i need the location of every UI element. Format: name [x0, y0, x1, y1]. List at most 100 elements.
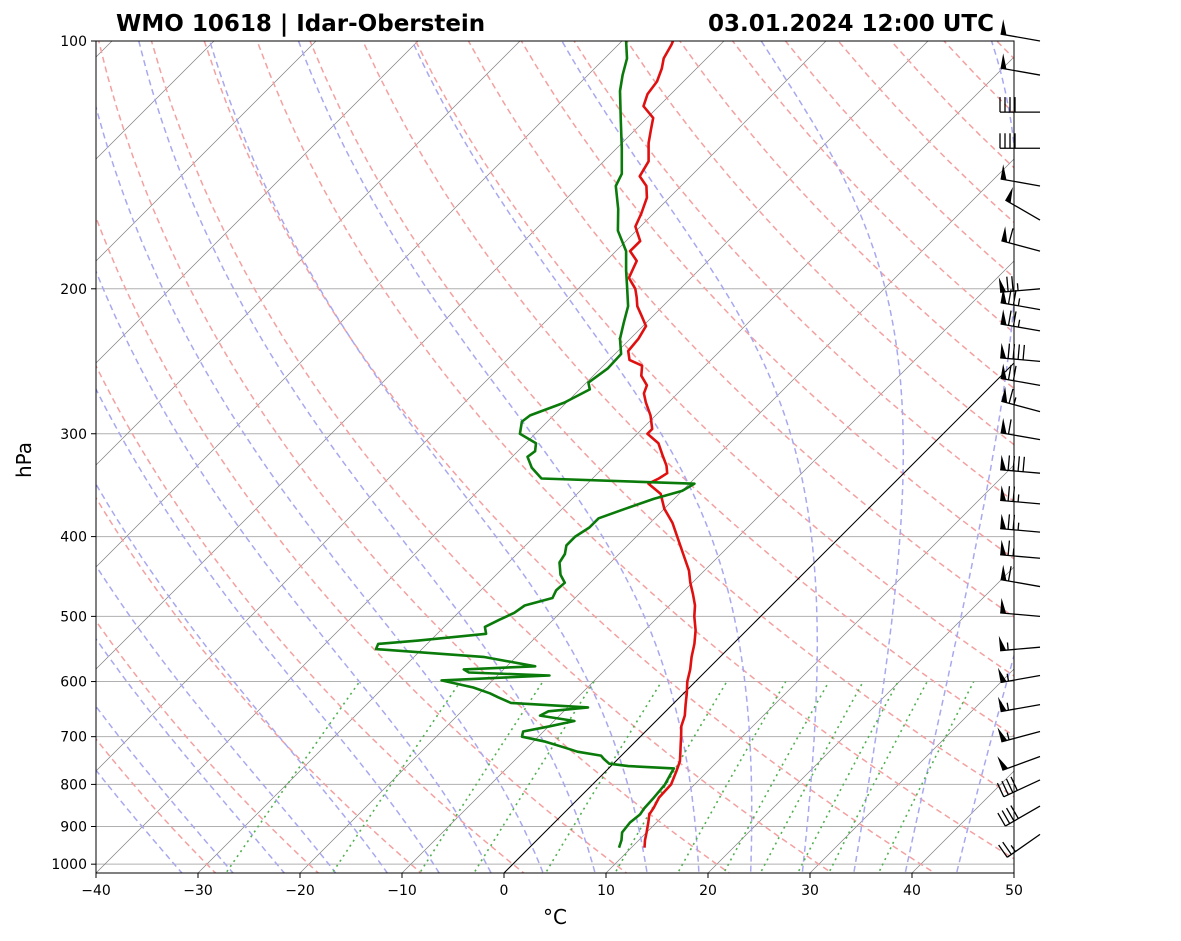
wind-barb [1000, 164, 1041, 187]
wind-barb [997, 727, 1041, 743]
y-tick-label: 400 [60, 530, 87, 546]
y-axis-label: hPa [12, 442, 36, 478]
wind-barb [1000, 309, 1041, 332]
x-tick-label: −20 [285, 883, 315, 899]
wind-barb [1000, 485, 1041, 505]
wind-barb [1000, 342, 1041, 362]
x-tick-label: −40 [81, 883, 111, 899]
moist-adiabat [96, 269, 492, 873]
temperature-trace [626, 41, 697, 848]
moist-adiabat [96, 387, 440, 873]
y-tick-label: 300 [60, 427, 87, 443]
moist-adiabat [96, 482, 389, 873]
chart-title-datetime: 03.01.2024 12:00 UTC [708, 11, 994, 37]
moist-adiabat [297, 41, 700, 873]
wind-barbs [996, 19, 1041, 858]
wind-barb [1001, 386, 1041, 413]
isotherm [96, 41, 623, 568]
y-tick-label: 700 [60, 730, 87, 746]
wind-barb [998, 635, 1041, 652]
moist-adiabat [904, 41, 1014, 873]
isotherm [96, 41, 317, 262]
wind-barb [1000, 53, 1041, 76]
mixing-ratio-line [544, 681, 663, 873]
isotherm [96, 41, 725, 670]
dewpoint-trace [374, 41, 696, 849]
moist-adiabat [96, 104, 544, 873]
zero-isotherm [503, 362, 1014, 873]
moist-adiabat [411, 41, 753, 873]
wind-barb [999, 97, 1040, 113]
x-tick-label: 0 [500, 883, 509, 899]
wind-barb [996, 776, 1041, 798]
wind-barb [997, 755, 1041, 771]
isotherm [299, 158, 1014, 873]
dry-adiabat [414, 41, 1014, 677]
mixing-ratio-line [759, 681, 864, 873]
mixing-ratio-line [722, 681, 830, 873]
mixing-ratio-line [418, 681, 544, 873]
wind-barb [1000, 363, 1041, 386]
dry-adiabat [626, 41, 1014, 446]
mixing-ratio-line [331, 681, 461, 873]
wind-barb [998, 276, 1041, 293]
wind-barb [1000, 513, 1041, 533]
isotherm [96, 41, 827, 772]
y-tick-label: 900 [60, 820, 87, 836]
x-tick-label: 10 [597, 883, 615, 899]
wind-barb [1000, 564, 1041, 588]
moist-adiabat [760, 41, 905, 873]
wind-barb [998, 667, 1041, 684]
dry-adiabat [520, 41, 1014, 560]
dry-adiabat [256, 41, 1014, 860]
plot-lines [96, 41, 1014, 873]
axis-ticks: −40 −30 −20 −10 0 10 20 30 40 50 100 200 300 400 500 60… [51, 34, 1023, 899]
dry-adiabat [309, 41, 1014, 798]
wind-barb [998, 833, 1041, 858]
wind-barb [1000, 454, 1041, 474]
mixing-ratio-line [827, 681, 928, 873]
plot-traces [374, 41, 697, 849]
dry-adiabat [96, 737, 217, 873]
dry-adiabat [150, 41, 834, 873]
dry-adiabat [573, 41, 1014, 503]
wind-barb [1000, 287, 1041, 311]
y-tick-label: 600 [60, 675, 87, 691]
dry-adiabat [362, 41, 1014, 737]
x-tick-label: 40 [903, 883, 921, 899]
wind-barb [1000, 417, 1041, 441]
mixing-ratio-line [224, 681, 361, 873]
wind-barb [1000, 19, 1041, 42]
dry-adiabat [203, 41, 937, 873]
wind-barb [1000, 597, 1041, 618]
isotherm [96, 41, 929, 873]
isotherm [96, 41, 521, 466]
mixing-ratio-line [676, 681, 787, 873]
chart-title-station: WMO 10618 | Idar-Oberstein [116, 11, 485, 37]
wind-barb [1000, 539, 1041, 559]
mixing-ratio-line [796, 681, 899, 873]
wind-barb [999, 133, 1040, 149]
wind-barb [997, 805, 1041, 827]
isotherm [809, 668, 1014, 873]
x-tick-label: 30 [801, 883, 819, 899]
mixing-ratio-line [614, 681, 728, 873]
dry-adiabat [679, 41, 1014, 390]
dry-adiabat [96, 619, 320, 873]
x-tick-label: −30 [183, 883, 213, 899]
y-tick-label: 800 [60, 777, 87, 793]
isotherm [707, 566, 1014, 873]
x-tick-label: −10 [387, 883, 417, 899]
wind-barb [1005, 187, 1041, 221]
wind-barb [998, 696, 1041, 713]
x-tick-label: 50 [1005, 883, 1023, 899]
moist-adiabat [955, 653, 1014, 873]
y-tick-label: 200 [60, 282, 87, 298]
isotherm [96, 41, 419, 364]
isotherm [401, 260, 1014, 873]
wind-barb [1001, 226, 1041, 252]
moist-adiabat [561, 41, 819, 873]
moist-adiabat [138, 41, 596, 873]
dry-adiabat [96, 364, 525, 873]
dry-adiabat [97, 41, 731, 873]
